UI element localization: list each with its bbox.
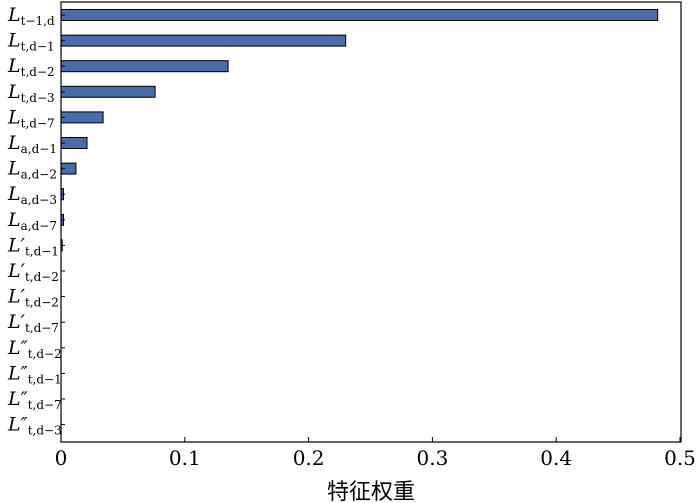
x-ticks: 0 0.1 0.2 0.3 0.4 0.5	[55, 14, 696, 470]
x-tick-label: 0.3	[416, 446, 448, 470]
category-label: La,d−7	[7, 209, 57, 233]
category-label: La,d−3	[7, 183, 57, 207]
x-axis-label: 特征权重	[327, 480, 415, 503]
category-label: L′t,d−7	[7, 311, 59, 335]
bars-group	[60, 9, 659, 252]
category-label: La,d−2	[7, 158, 57, 182]
category-label: La,d−1	[7, 132, 57, 156]
x-tick-label: 0.2	[293, 446, 325, 470]
category-label: Lt,d−7	[7, 106, 55, 130]
category-label: Lt,d−1	[7, 30, 55, 54]
category-label: L′t,d−2	[7, 286, 59, 310]
category-label: L′t,d−1	[7, 234, 59, 258]
bar	[60, 9, 659, 21]
bar	[60, 60, 229, 73]
x-tick-label: 0.5	[664, 446, 696, 470]
bar	[60, 111, 104, 124]
category-label: L″t,d−2	[7, 337, 62, 361]
category-label: Lt,d−2	[7, 55, 55, 79]
category-label: L″t,d−1	[7, 362, 62, 386]
x-tick-label: 0.4	[540, 446, 572, 470]
x-tick-label: 0	[55, 446, 68, 470]
plot-frame	[60, 1, 682, 443]
category-label: L″t,d−3	[7, 414, 62, 438]
bar	[60, 85, 156, 98]
category-label: Lt,d−3	[7, 81, 55, 105]
category-label: Lt−1,d	[7, 4, 55, 28]
category-label: L″t,d−7	[7, 388, 62, 412]
category-label: L′t,d−2	[7, 260, 59, 284]
x-tick-label: 0.1	[169, 446, 201, 470]
bar	[60, 34, 347, 47]
category-labels: Lt−1,dLt,d−1Lt,d−2Lt,d−3Lt,d−7La,d−1La,d…	[7, 4, 62, 438]
